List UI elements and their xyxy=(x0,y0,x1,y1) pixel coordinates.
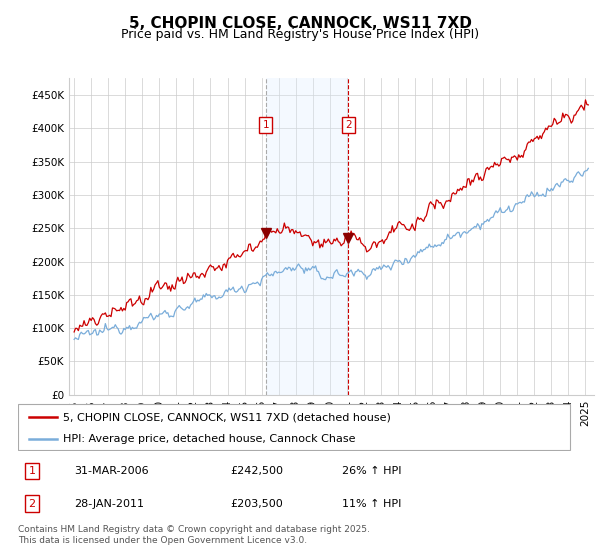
Text: HPI: Average price, detached house, Cannock Chase: HPI: Average price, detached house, Cann… xyxy=(62,435,355,445)
Text: 31-MAR-2006: 31-MAR-2006 xyxy=(74,466,148,476)
Text: £242,500: £242,500 xyxy=(230,466,283,476)
Text: Contains HM Land Registry data © Crown copyright and database right 2025.
This d: Contains HM Land Registry data © Crown c… xyxy=(18,525,370,545)
Text: 26% ↑ HPI: 26% ↑ HPI xyxy=(341,466,401,476)
Text: 5, CHOPIN CLOSE, CANNOCK, WS11 7XD: 5, CHOPIN CLOSE, CANNOCK, WS11 7XD xyxy=(128,16,472,31)
Text: Price paid vs. HM Land Registry's House Price Index (HPI): Price paid vs. HM Land Registry's House … xyxy=(121,28,479,41)
Text: 11% ↑ HPI: 11% ↑ HPI xyxy=(341,499,401,509)
Text: 28-JAN-2011: 28-JAN-2011 xyxy=(74,499,144,509)
Text: 5, CHOPIN CLOSE, CANNOCK, WS11 7XD (detached house): 5, CHOPIN CLOSE, CANNOCK, WS11 7XD (deta… xyxy=(62,412,391,422)
Text: £203,500: £203,500 xyxy=(230,499,283,509)
FancyBboxPatch shape xyxy=(18,404,571,450)
Text: 1: 1 xyxy=(263,120,269,130)
Text: 1: 1 xyxy=(28,466,35,476)
Bar xyxy=(266,78,348,395)
Text: 2: 2 xyxy=(28,499,35,509)
Text: 2: 2 xyxy=(345,120,352,130)
